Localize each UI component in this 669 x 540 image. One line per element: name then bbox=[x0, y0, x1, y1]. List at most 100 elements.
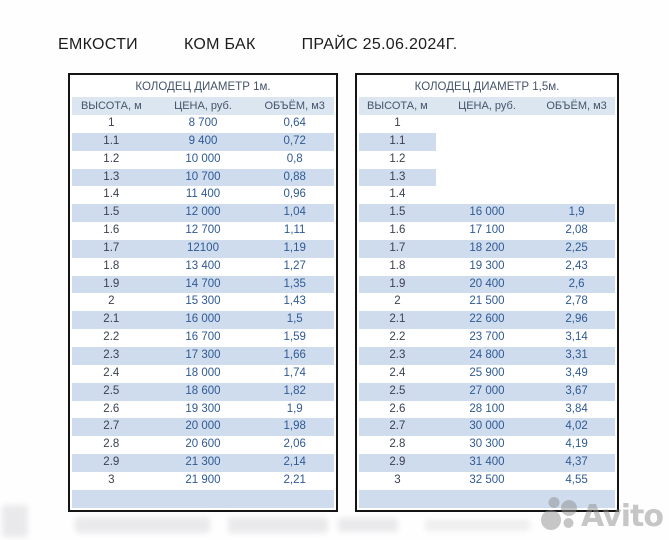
table-row: 3 21 900 2,21 bbox=[72, 472, 334, 490]
price-table-diameter-1m: КОЛОДЕЦ ДИАМЕТР 1м. ВЫСОТА, м ЦЕНА, руб.… bbox=[68, 73, 338, 512]
price-table-diameter-1-5m: КОЛОДЕЦ ДИАМЕТР 1,5м. ВЫСОТА, м ЦЕНА, ру… bbox=[355, 73, 619, 512]
height-cell: 3 bbox=[108, 473, 115, 486]
height-cell: 2.2 bbox=[103, 331, 120, 344]
table-row: 1.2 10 000 0,8 bbox=[72, 151, 334, 169]
price-cell: 9 400 bbox=[188, 134, 218, 147]
table-row: 2.2 16 700 1,59 bbox=[72, 329, 334, 347]
table-row: 3 32 500 4,55 bbox=[359, 472, 615, 490]
price-cell bbox=[436, 490, 538, 508]
price-cell: 18 600 bbox=[185, 384, 221, 397]
volume-cell: 1,43 bbox=[283, 295, 306, 308]
table-row: 2.4 25 900 3,49 bbox=[359, 365, 615, 383]
height-cell: 2.9 bbox=[389, 456, 406, 469]
price-cell bbox=[436, 133, 538, 151]
blurred-text-artifact bbox=[425, 519, 530, 531]
price-cell: 18 200 bbox=[469, 241, 505, 254]
price-cell: 17 100 bbox=[469, 224, 505, 237]
table-row: 2.1 16 000 1,5 bbox=[72, 311, 334, 330]
table-row: 1.4 11 400 0,96 bbox=[72, 186, 334, 204]
height-cell: 1.2 bbox=[389, 152, 406, 165]
volume-cell: 1,11 bbox=[283, 224, 306, 237]
table-row: 2 15 300 1,43 bbox=[72, 293, 334, 311]
price-cell: 28 100 bbox=[469, 402, 505, 415]
volume-cell: 2,14 bbox=[283, 456, 306, 469]
volume-cell: 1,5 bbox=[286, 313, 303, 326]
price-cell bbox=[436, 169, 538, 187]
blurred-text-artifact bbox=[2, 505, 28, 537]
volume-cell: 3,31 bbox=[565, 348, 588, 361]
height-cell: 1.1 bbox=[103, 134, 120, 147]
price-cell: 25 900 bbox=[469, 366, 505, 379]
height-cell: 2.9 bbox=[103, 456, 120, 469]
volume-cell: 1,35 bbox=[283, 277, 306, 290]
height-cell: 2 bbox=[394, 295, 401, 308]
table-row: 1.8 13 400 1,27 bbox=[72, 258, 334, 276]
price-cell: 21 900 bbox=[185, 473, 221, 486]
volume-cell: 4,19 bbox=[565, 438, 588, 451]
volume-cell: 2,08 bbox=[565, 224, 588, 237]
height-cell: 2.6 bbox=[389, 402, 406, 415]
height-cell: 3 bbox=[394, 473, 401, 486]
table-row: 2.8 30 300 4,19 bbox=[359, 436, 615, 454]
price-cell: 19 300 bbox=[185, 402, 221, 415]
avito-watermark-text: Avito bbox=[581, 499, 664, 534]
table-row: 2.9 21 300 2,14 bbox=[72, 454, 334, 472]
table-body: 1 1.1 1.2 1.3 1.4 1.5 16 000 1,9 1.6 17 100 2,08 1.… bbox=[359, 115, 615, 508]
height-cell: 1.7 bbox=[103, 241, 120, 254]
volume-cell: 4,37 bbox=[565, 456, 588, 469]
height-cell: 1 bbox=[108, 117, 115, 129]
price-cell: 19 300 bbox=[469, 259, 505, 272]
price-cell: 24 800 bbox=[469, 348, 505, 361]
table-row: 2.4 18 000 1,74 bbox=[72, 365, 334, 383]
table-row: 1.1 9 400 0,72 bbox=[72, 132, 334, 151]
volume-cell: 2,6 bbox=[568, 277, 585, 290]
table-header: ВЫСОТА, м ЦЕНА, руб. ОБЪЁМ, м3 bbox=[72, 97, 334, 115]
price-cell bbox=[436, 186, 538, 204]
price-cell: 14 700 bbox=[185, 277, 221, 290]
table-row: 1.8 19 300 2,43 bbox=[359, 258, 615, 276]
height-cell: 1.8 bbox=[389, 259, 406, 272]
volume-cell: 1,27 bbox=[283, 259, 306, 272]
height-cell: 2.1 bbox=[389, 313, 406, 326]
height-cell: 1.1 bbox=[359, 132, 436, 151]
table-title: КОЛОДЕЦ ДИАМЕТР 1,5м. bbox=[414, 81, 560, 93]
avito-logo-icon bbox=[540, 496, 578, 537]
height-cell: 2.3 bbox=[389, 348, 406, 361]
volume-cell: 2,43 bbox=[565, 259, 588, 272]
volume-cell bbox=[538, 186, 615, 204]
price-cell: 17 300 bbox=[185, 348, 221, 361]
volume-cell: 3,84 bbox=[565, 402, 588, 415]
column-header-height: ВЫСОТА, м bbox=[80, 100, 142, 112]
volume-cell: 1,66 bbox=[283, 348, 306, 361]
price-cell: 21 300 bbox=[185, 456, 221, 469]
price-cell bbox=[436, 115, 538, 133]
document-title: ЕМКОСТИ КОМ БАК ПРАЙС 25.06.2024Г. bbox=[58, 36, 458, 54]
table-row bbox=[72, 489, 334, 508]
column-header-price: ЦЕНА, руб. bbox=[174, 100, 232, 112]
table-row: 2.6 19 300 1,9 bbox=[72, 401, 334, 419]
volume-cell: 1,74 bbox=[283, 366, 306, 379]
volume-cell: 0,64 bbox=[283, 117, 306, 129]
price-cell: 12 700 bbox=[185, 224, 221, 237]
table-row: 1.6 17 100 2,08 bbox=[359, 222, 615, 240]
price-cell: 13 400 bbox=[185, 259, 221, 272]
price-cell: 11 400 bbox=[185, 188, 221, 201]
price-cell: 20 000 bbox=[185, 420, 221, 433]
table-row: 2.7 30 000 4,02 bbox=[359, 418, 615, 437]
volume-cell: 3,67 bbox=[565, 384, 588, 397]
height-cell: 1.8 bbox=[103, 259, 120, 272]
height-cell: 2.2 bbox=[389, 331, 406, 344]
height-cell bbox=[359, 490, 436, 508]
height-cell: 1.6 bbox=[103, 224, 120, 237]
height-cell: 1.9 bbox=[103, 277, 120, 290]
table-row: 1.5 16 000 1,9 bbox=[359, 204, 615, 223]
volume-cell: 0,88 bbox=[283, 170, 306, 183]
price-cell: 10 000 bbox=[185, 152, 221, 165]
height-cell: 1.4 bbox=[103, 188, 120, 201]
volume-cell bbox=[538, 169, 615, 187]
table-body: 1 8 700 0,64 1.1 9 400 0,72 1.2 10 000 0,8 1.3 10 … bbox=[72, 115, 334, 508]
height-cell: 1.3 bbox=[103, 170, 120, 183]
price-cell: 10 700 bbox=[185, 170, 221, 183]
volume-cell bbox=[538, 133, 615, 151]
table-row: 2 21 500 2,78 bbox=[359, 293, 615, 311]
